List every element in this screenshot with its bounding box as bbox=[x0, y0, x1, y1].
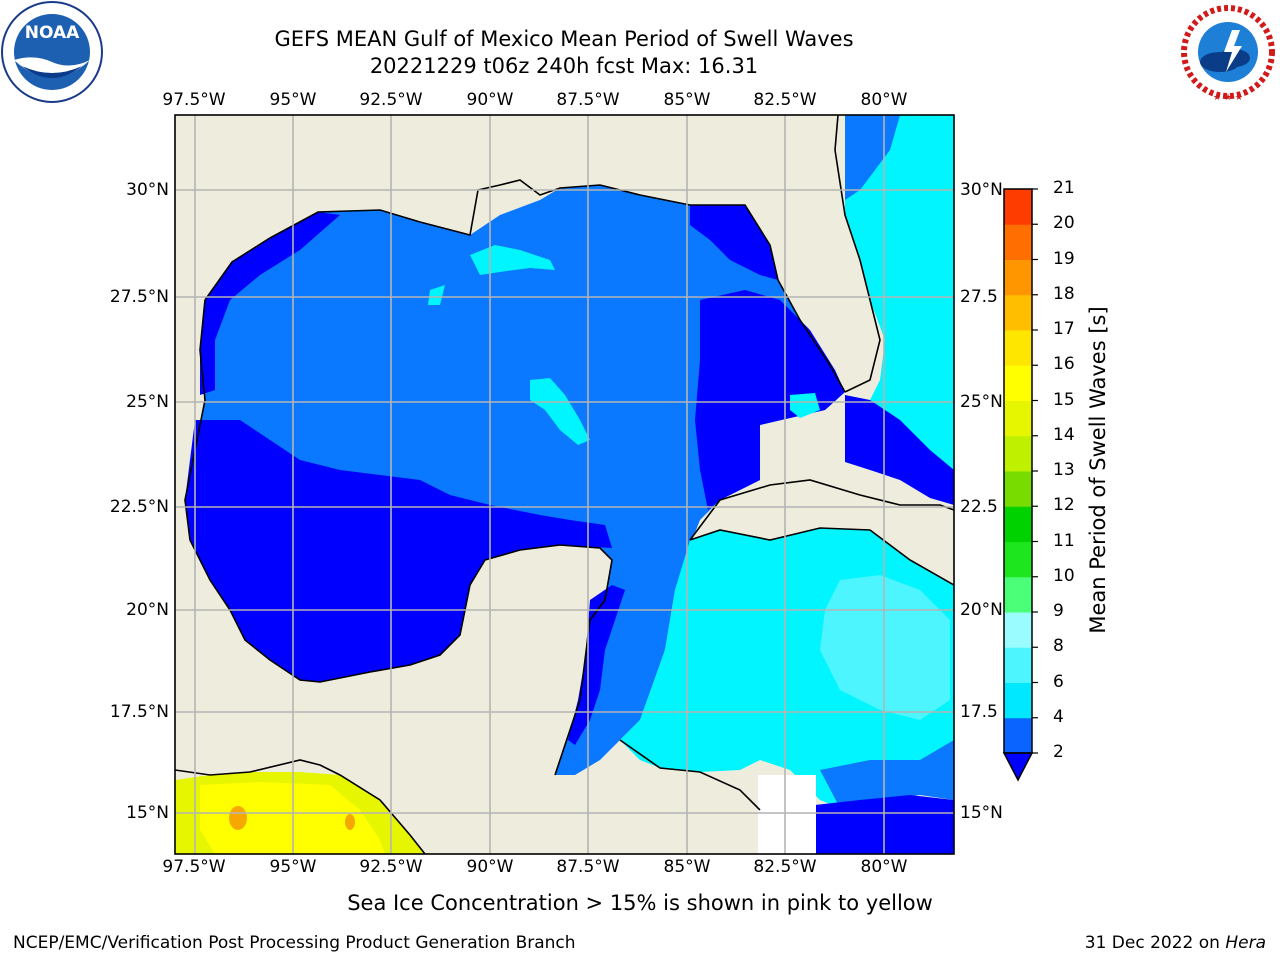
cyan-patch-florida-bay bbox=[790, 393, 820, 418]
atlantic-mid-blue bbox=[845, 115, 900, 200]
colorbar-segment bbox=[1004, 400, 1032, 437]
colorbar-segment bbox=[1004, 647, 1032, 683]
noaa-logo: NOAA bbox=[0, 0, 104, 104]
atlantic-deep bbox=[845, 395, 954, 505]
lon-label-top: 87.5°W bbox=[556, 90, 620, 110]
no-data-area bbox=[758, 775, 816, 854]
map-frame bbox=[174, 114, 955, 855]
noaa-logo-text: NOAA bbox=[25, 23, 80, 43]
lon-label-top: 80°W bbox=[860, 90, 908, 110]
lon-label-bottom: 82.5°W bbox=[753, 857, 817, 877]
colorbar-tick-label: 4 bbox=[1053, 706, 1064, 727]
colorbar-segment bbox=[1004, 541, 1032, 578]
svg-text:★ ★ ★: ★ ★ ★ bbox=[1213, 93, 1243, 103]
lon-label-top: 97.5°W bbox=[162, 90, 226, 110]
colorbar-label: Mean Period of Swell Waves [s] bbox=[1086, 306, 1110, 634]
lat-label-right: 27.5 bbox=[960, 287, 998, 307]
cyan-patch-small bbox=[428, 285, 445, 305]
colorbar-tick-label: 12 bbox=[1053, 495, 1075, 516]
deep-water-west bbox=[185, 420, 612, 682]
colorbar-segment bbox=[1004, 224, 1032, 260]
colorbar-tick-label: 14 bbox=[1053, 424, 1075, 445]
lat-label-right: 30°N bbox=[960, 180, 1003, 200]
colorbar-tick-label: 16 bbox=[1053, 354, 1075, 375]
lat-label-left: 30°N bbox=[126, 180, 169, 200]
gridlines bbox=[175, 115, 954, 854]
colorbar-tick-label: 11 bbox=[1053, 530, 1075, 551]
colorbar-tick-label: 21 bbox=[1053, 178, 1075, 198]
lon-label-bottom: 95°W bbox=[269, 857, 317, 877]
colorbar-segment bbox=[1004, 259, 1032, 296]
cyan-patch-central bbox=[530, 378, 590, 445]
lat-label-right: 15°N bbox=[960, 803, 1003, 823]
colorbar-segment bbox=[1004, 435, 1032, 472]
colorbar-tick-label: 8 bbox=[1053, 636, 1064, 657]
cyan-patch-north bbox=[470, 245, 555, 275]
colorbar-tick-label: 6 bbox=[1053, 671, 1064, 692]
deep-water-northwest bbox=[200, 212, 340, 395]
colorbar-segment bbox=[1004, 612, 1032, 648]
lon-label-bottom: 97.5°W bbox=[162, 857, 226, 877]
sea-ice-orange-spot bbox=[345, 814, 355, 830]
lon-label-top: 82.5°W bbox=[753, 90, 817, 110]
lon-label-top: 85°W bbox=[663, 90, 711, 110]
lat-label-left: 22.5°N bbox=[109, 497, 169, 517]
footer-date-text: 31 Dec 2022 on bbox=[1084, 933, 1220, 953]
colorbar bbox=[1002, 188, 1038, 782]
footer-date: 31 Dec 2022 on Hera bbox=[1085, 933, 1266, 953]
lat-label-left: 17.5°N bbox=[109, 702, 169, 722]
lat-label-left: 20°N bbox=[126, 600, 169, 620]
colorbar-segment bbox=[1004, 576, 1032, 613]
nws-logo: ★ ★ ★ bbox=[1176, 0, 1280, 104]
lat-label-right: 17.5 bbox=[960, 702, 998, 722]
sea-ice-note: Sea Ice Concentration > 15% is shown in … bbox=[0, 891, 1280, 915]
lon-label-bottom: 80°W bbox=[860, 857, 908, 877]
colorbar-segment bbox=[1004, 294, 1032, 331]
chart-subtitle: 20221229 t06z 240h fcst Max: 16.31 bbox=[369, 54, 759, 78]
colorbar-segment bbox=[1004, 365, 1032, 401]
sea-ice-orange-spot bbox=[229, 806, 247, 830]
colorbar-segment bbox=[1004, 717, 1032, 754]
colorbar-tick-label: 13 bbox=[1053, 460, 1075, 480]
lon-label-top: 90°W bbox=[466, 90, 514, 110]
colorbar-segment bbox=[1004, 506, 1032, 542]
colorbar-tick-label: 20 bbox=[1053, 213, 1075, 234]
lon-label-bottom: 85°W bbox=[663, 857, 711, 877]
deep-water-east bbox=[695, 290, 845, 510]
footer-credit: NCEP/EMC/Verification Post Processing Pr… bbox=[13, 933, 576, 953]
coastlines bbox=[175, 115, 954, 854]
colorbar-tick-label: 15 bbox=[1053, 389, 1075, 410]
lon-label-bottom: 87.5°W bbox=[556, 857, 620, 877]
lon-label-bottom: 90°W bbox=[466, 857, 514, 877]
colorbar-segment bbox=[1004, 471, 1032, 507]
colorbar-segment bbox=[1004, 330, 1032, 366]
lat-label-right: 25°N bbox=[960, 392, 1003, 412]
caribbean-south-blue bbox=[820, 740, 954, 808]
lon-label-top: 95°W bbox=[269, 90, 317, 110]
colorbar-tick-label: 9 bbox=[1053, 601, 1064, 621]
lon-label-bottom: 92.5°W bbox=[359, 857, 423, 877]
lat-label-left: 15°N bbox=[126, 803, 169, 823]
colorbar-tick-label: 19 bbox=[1053, 248, 1075, 269]
lat-label-left: 25°N bbox=[126, 392, 169, 412]
colorbar-tick-label: 10 bbox=[1053, 565, 1075, 586]
colorbar-tick-label: 17 bbox=[1053, 319, 1075, 339]
colorbar-tick-label: 2 bbox=[1053, 742, 1064, 762]
chart-title: GEFS MEAN Gulf of Mexico Mean Period of … bbox=[274, 27, 854, 51]
deep-water-campeche bbox=[568, 585, 625, 745]
lat-label-left: 27.5°N bbox=[109, 287, 169, 307]
caribbean-light bbox=[820, 575, 950, 720]
sea-ice-note-text: Sea Ice Concentration > 15% is shown in … bbox=[347, 891, 933, 915]
colorbar-segment bbox=[1004, 189, 1032, 225]
colorbar-segment bbox=[1004, 682, 1032, 719]
colorbar-tick-label: 18 bbox=[1053, 283, 1075, 304]
lat-label-right: 22.5 bbox=[960, 497, 998, 517]
lon-label-top: 92.5°W bbox=[359, 90, 423, 110]
lat-label-right: 20°N bbox=[960, 600, 1003, 620]
footer-machine: Hera bbox=[1225, 933, 1266, 953]
colorbar-under-triangle bbox=[1002, 752, 1034, 782]
